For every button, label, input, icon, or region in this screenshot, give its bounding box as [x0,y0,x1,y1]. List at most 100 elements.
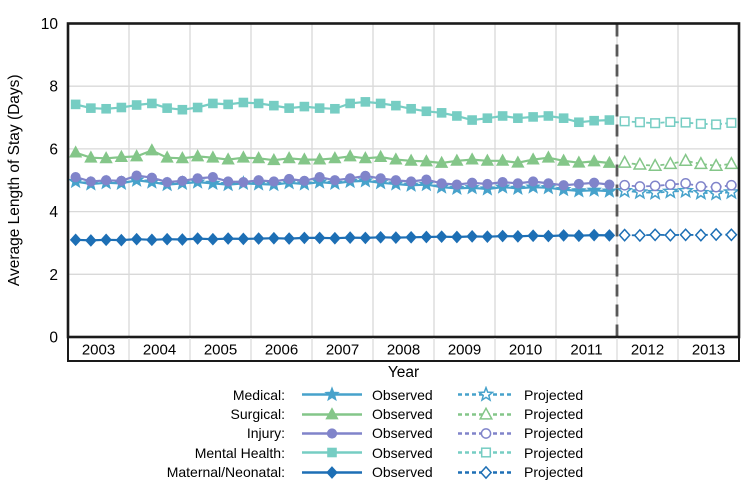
data-point-marker [314,103,325,113]
data-point-marker [283,232,295,245]
data-point-marker [528,112,538,122]
legend-row: Maternal/Neonatal: Observed Projected [0,463,750,482]
legend-series-label: Injury: [246,425,285,442]
legend-series-label: Maternal/Neonatal: [166,464,285,481]
data-point-marker [511,155,525,168]
data-point-marker [162,103,172,113]
data-point-marker [711,119,722,130]
data-point-marker [634,181,646,192]
x-tick-label: 2012 [631,342,664,359]
legend-projected-swatch [458,406,514,420]
x-tick-label: 2010 [509,342,542,359]
data-point-marker [177,175,188,186]
data-point-marker [420,230,433,244]
data-point-marker [617,154,632,168]
data-point-marker [726,179,737,191]
data-point-marker [478,406,494,420]
data-point-marker [695,118,706,129]
data-point-marker [465,152,479,165]
data-point-marker [222,232,234,245]
data-point-marker [375,98,386,109]
data-point-marker [421,174,432,185]
x-tick-label: 2006 [265,342,298,359]
data-point-marker [129,149,144,162]
data-point-marker [603,229,616,242]
legend-projected-swatch [458,428,514,439]
data-point-marker [298,231,311,245]
legend-observed-swatch [302,386,362,402]
data-point-marker [314,172,325,183]
data-point-marker [177,104,188,115]
legend-projected-swatch [458,386,514,402]
data-point-marker [345,98,355,109]
data-point-marker [543,178,554,189]
data-point-marker [646,183,664,200]
data-point-marker [99,151,113,164]
legend-row: Medical: Observed Projected [0,385,750,404]
data-point-marker [406,103,416,114]
data-point-marker [695,181,707,192]
data-point-marker [116,102,127,113]
data-point-marker [435,230,448,244]
data-point-marker [587,154,601,167]
data-point-marker [526,152,540,165]
data-point-marker [421,106,432,117]
data-point-marker [360,170,371,181]
x-axis-title: Year [388,364,419,381]
data-point-marker [604,115,615,125]
data-point-marker [709,158,724,171]
data-point-marker [329,175,340,186]
data-point-marker [114,149,129,162]
data-point-marker [252,232,265,245]
data-point-marker [345,173,356,184]
data-point-marker [299,101,310,112]
data-point-marker [527,229,539,243]
data-point-marker [268,176,279,187]
data-point-marker [326,465,338,479]
y-tick-label: 10 [41,16,59,33]
legend-row: Mental Health: Observed Projected [0,443,750,462]
data-point-marker [601,183,618,198]
data-point-marker [633,228,646,243]
data-point-marker [329,231,341,245]
data-point-marker [237,232,250,246]
data-point-marker [360,97,371,107]
data-point-marker [571,182,587,198]
data-point-marker [649,228,662,242]
legend-observed-label: Observed [372,444,433,461]
data-point-marker [677,182,695,199]
data-point-marker [162,177,173,188]
data-point-marker [205,175,221,191]
data-point-marker [327,448,337,458]
data-point-marker [557,229,570,242]
data-point-marker [147,98,157,109]
data-point-marker [328,151,342,164]
legend-observed-swatch [302,428,362,439]
legend-series-label: Medical: [232,386,285,403]
data-point-marker [389,152,403,165]
data-point-marker [479,465,493,479]
data-point-marker [330,103,340,114]
data-point-marker [326,428,338,439]
legend-projected-label: Projected [524,386,584,403]
data-point-marker [253,175,264,186]
data-point-marker [528,176,539,187]
data-point-marker [208,98,218,109]
data-point-marker [145,143,159,156]
data-point-marker [374,230,387,244]
data-point-marker [253,98,264,109]
y-tick-label: 0 [49,330,58,347]
data-point-marker [573,178,584,190]
data-point-marker [251,151,266,164]
data-point-marker [192,173,203,184]
chart-canvas: 2003 2004 2005 2006 2007 2008 2009 2010 2011 2012… [6,16,741,381]
data-point-marker [477,386,495,402]
data-point-marker [299,175,310,186]
data-point-marker [451,179,462,190]
data-point-marker [160,150,174,163]
legend-projected-label: Projected [524,464,584,481]
y-tick-label: 4 [49,204,58,221]
data-point-marker [85,234,97,247]
data-point-marker [207,232,219,246]
data-point-marker [512,178,523,189]
